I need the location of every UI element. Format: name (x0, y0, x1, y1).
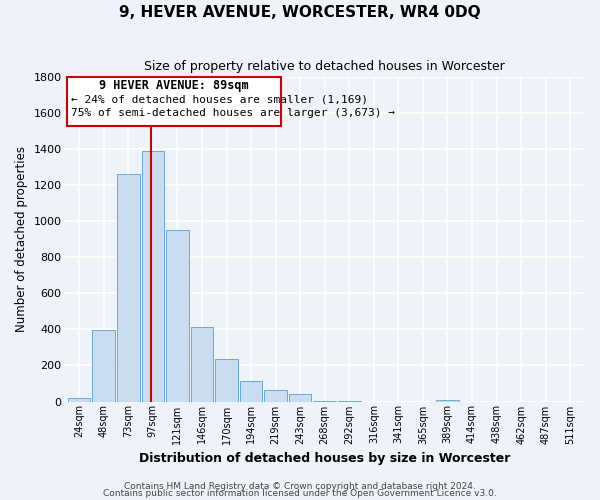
Bar (265, 390, 287, 402)
Text: 75% of semi-detached houses are larger (3,673) →: 75% of semi-detached houses are larger (… (71, 108, 395, 118)
Bar (215, 359, 238, 402)
Y-axis label: Number of detached properties: Number of detached properties (15, 146, 28, 332)
Text: Contains public sector information licensed under the Open Government Licence v3: Contains public sector information licen… (103, 490, 497, 498)
Bar (240, 381, 262, 402)
Bar (166, 230, 189, 402)
Title: Size of property relative to detached houses in Worcester: Size of property relative to detached ho… (145, 60, 505, 73)
Bar (436, 400, 459, 402)
Bar (92, 330, 115, 402)
Bar (142, 151, 164, 402)
Text: 9, HEVER AVENUE, WORCESTER, WR4 0DQ: 9, HEVER AVENUE, WORCESTER, WR4 0DQ (119, 5, 481, 20)
Bar (68, 398, 91, 402)
Text: Contains HM Land Registry data © Crown copyright and database right 2024.: Contains HM Land Registry data © Crown c… (124, 482, 476, 491)
Bar (191, 326, 213, 402)
Bar (117, 174, 140, 402)
Bar (313, 400, 336, 402)
Text: ← 24% of detached houses are smaller (1,169): ← 24% of detached houses are smaller (1,… (71, 94, 368, 104)
FancyBboxPatch shape (67, 77, 281, 126)
Bar (289, 394, 311, 402)
Text: 9 HEVER AVENUE: 89sqm: 9 HEVER AVENUE: 89sqm (99, 78, 248, 92)
X-axis label: Distribution of detached houses by size in Worcester: Distribution of detached houses by size … (139, 452, 511, 465)
